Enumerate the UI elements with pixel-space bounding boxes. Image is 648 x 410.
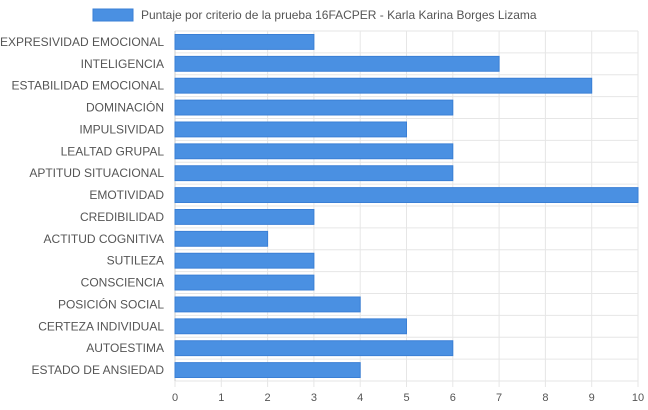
category-label: APTITUD SITUACIONAL xyxy=(29,166,164,180)
bar[interactable] xyxy=(174,340,454,357)
category-label: SUTILEZA xyxy=(107,254,164,268)
category-labels: EXPRESIVIDAD EMOCIONAL INTELIGENCIA ESTABI… xyxy=(0,35,164,377)
bar[interactable] xyxy=(174,274,315,291)
bar[interactable] xyxy=(174,99,454,116)
bar[interactable] xyxy=(174,77,593,94)
x-tick-label: 6 xyxy=(450,392,456,404)
category-label: DOMINACIÓN xyxy=(86,100,164,115)
x-tick-label: 2 xyxy=(265,392,271,404)
category-label: LEALTAD GRUPAL xyxy=(61,144,165,158)
x-tick-label: 10 xyxy=(632,392,644,404)
bars-group xyxy=(174,34,639,378)
category-label: CONSCIENCIA xyxy=(81,276,164,290)
bar[interactable] xyxy=(174,209,315,225)
bar[interactable] xyxy=(174,252,315,269)
category-label: POSICIÓN SOCIAL xyxy=(58,296,164,311)
x-tick-label: 5 xyxy=(403,392,409,404)
x-tick-label: 0 xyxy=(172,392,178,404)
x-tick-label: 1 xyxy=(218,392,224,404)
bar[interactable] xyxy=(174,121,407,138)
x-tick-label: 7 xyxy=(496,392,502,404)
category-label: CREDIBILIDAD xyxy=(80,210,164,224)
bar[interactable] xyxy=(174,187,639,203)
bar[interactable] xyxy=(174,34,315,50)
x-tick-label: 9 xyxy=(589,392,595,404)
category-label: ESTABILIDAD EMOCIONAL xyxy=(12,79,165,93)
category-label: AUTOESTIMA xyxy=(86,341,164,355)
category-label: IMPULSIVIDAD xyxy=(79,122,164,136)
bar[interactable] xyxy=(174,230,269,247)
category-label: CERTEZA INDIVIDUAL xyxy=(38,319,164,333)
bar[interactable] xyxy=(174,165,454,182)
x-tick-labels: 0 1 2 3 4 5 6 7 8 9 10 xyxy=(172,392,644,404)
legend-swatch[interactable] xyxy=(92,8,134,22)
bar[interactable] xyxy=(174,143,454,160)
legend-label[interactable]: Puntaje por criterio de la prueba 16FACP… xyxy=(141,8,537,22)
category-label: EXPRESIVIDAD EMOCIONAL xyxy=(0,35,164,49)
bar[interactable] xyxy=(174,362,361,378)
category-label: ESTADO DE ANSIEDAD xyxy=(32,363,165,377)
category-label: INTELIGENCIA xyxy=(81,57,164,71)
x-tick-label: 8 xyxy=(542,392,548,404)
bar[interactable] xyxy=(174,55,500,72)
x-tick-label: 4 xyxy=(357,392,363,404)
legend[interactable]: Puntaje por criterio de la prueba 16FACP… xyxy=(92,8,537,22)
bar[interactable] xyxy=(174,296,361,313)
bar[interactable] xyxy=(174,318,407,335)
category-label: EMOTIVIDAD xyxy=(89,188,164,202)
x-tick-label: 3 xyxy=(311,392,317,404)
category-label: ACTITUD COGNITIVA xyxy=(44,232,164,246)
